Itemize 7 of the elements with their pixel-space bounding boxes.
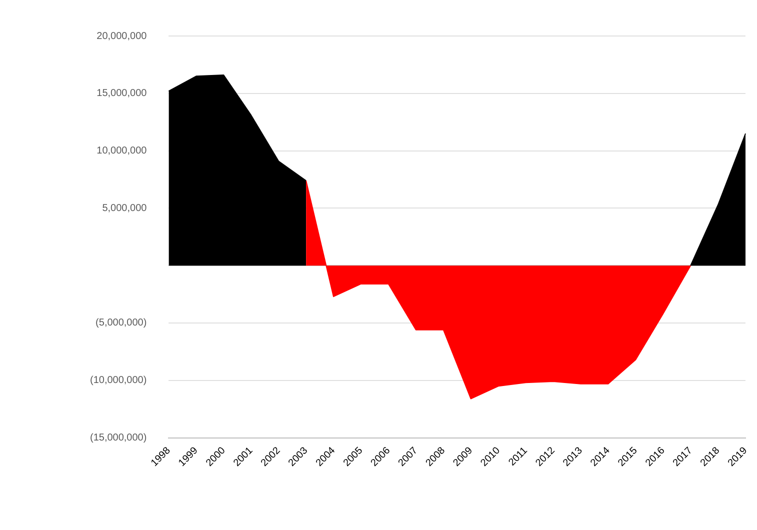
y-tick-label: 15,000,000 (96, 88, 148, 100)
y-tick-label: 10,000,000 (96, 146, 148, 157)
y-tick-label: (15,000,000) (90, 432, 147, 444)
y-tick-label: (10,000,000) (90, 375, 147, 386)
y-tick-label: 20,000,000 (96, 30, 148, 42)
y-tick-label: (5,000,000) (96, 318, 147, 329)
y-tick-label: 5,000,000 (102, 202, 148, 214)
